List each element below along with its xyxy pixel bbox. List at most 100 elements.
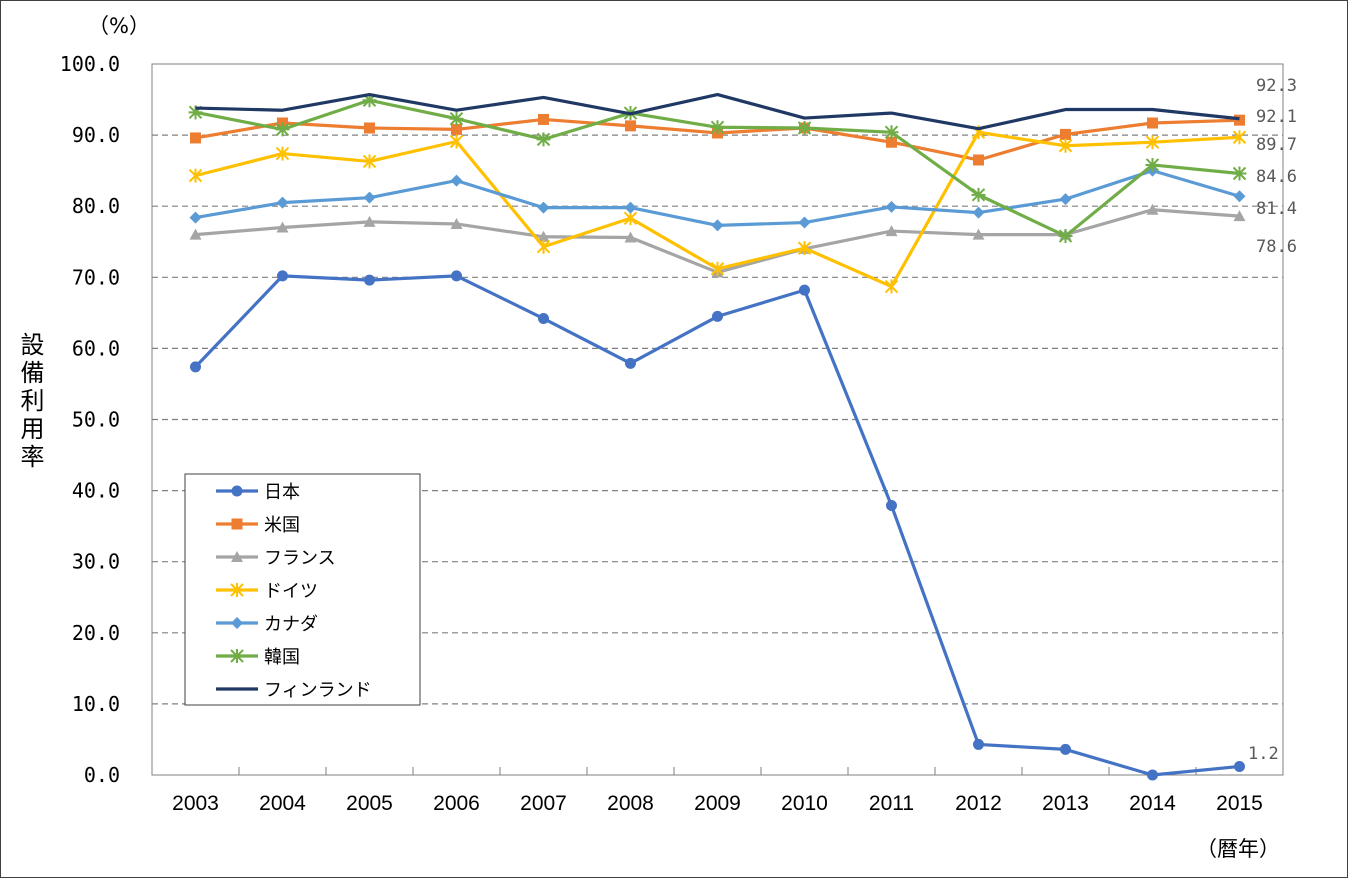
series-5 (189, 164, 1246, 232)
data-point (276, 221, 289, 233)
data-point (364, 122, 375, 134)
data-point (972, 228, 985, 240)
data-point (1232, 166, 1247, 181)
data-point (363, 215, 376, 227)
y-tick-label: 60.0 (72, 336, 120, 360)
x-tick-label: 2008 (607, 792, 654, 815)
data-point (884, 279, 899, 294)
data-point (449, 111, 464, 126)
y-tick-label: 80.0 (72, 194, 120, 218)
legend-marker (231, 518, 243, 530)
legend-label: 日本 (264, 482, 300, 503)
series-7 (195, 92, 1240, 131)
data-point (1234, 760, 1245, 772)
series-group (188, 92, 1247, 781)
data-point (797, 241, 812, 256)
x-axis-ticks: 2003 2004 2005 2006 2007 2008 2009 2010 2011 2012… (172, 792, 1263, 815)
x-tick-label: 2010 (781, 792, 828, 815)
end-labels: 1.2 92.1 78.6 89.7 81.4 84.6 92.3 (1248, 76, 1297, 764)
y-tick-label: 100.0 (60, 52, 120, 76)
legend-item: 日本 (216, 482, 300, 503)
data-point (971, 187, 986, 202)
x-axis (238, 767, 1197, 775)
legend-label: 米国 (264, 515, 300, 536)
data-point (538, 313, 549, 325)
data-point (885, 225, 898, 237)
data-point (189, 228, 202, 240)
y-axis-ticks: 0.0 10.0 20.0 30.0 40.0 50.0 60.0 70.0 80.0 90.0 1… (60, 52, 120, 787)
data-point (1147, 117, 1158, 129)
data-point (1145, 157, 1160, 172)
data-point (625, 357, 636, 369)
y-tick-label: 50.0 (72, 408, 120, 432)
data-point (1058, 138, 1073, 153)
data-point (537, 201, 550, 214)
data-point (1233, 190, 1246, 203)
x-tick-label: 2013 (1042, 792, 1089, 815)
data-point (624, 231, 637, 243)
data-point (1147, 769, 1158, 781)
y-tick-label: 70.0 (72, 265, 120, 289)
data-point (362, 154, 377, 169)
data-point (537, 230, 550, 242)
legend-item: ドイツ (216, 581, 318, 602)
data-label: 84.6 (1256, 167, 1297, 187)
data-point (797, 120, 812, 135)
data-point (1233, 210, 1246, 222)
data-point (885, 200, 898, 213)
data-point (362, 93, 377, 108)
x-tick-label: 2005 (346, 792, 393, 815)
x-tick-label: 2015 (1216, 792, 1263, 815)
legend-marker (231, 485, 243, 497)
y-tick-label: 40.0 (72, 479, 120, 503)
data-label: 89.7 (1256, 135, 1297, 155)
x-tick-label: 2004 (259, 792, 306, 815)
data-label: 92.1 (1256, 107, 1297, 127)
data-point (450, 217, 463, 229)
data-point (710, 261, 725, 276)
legend-item: フィンランド (216, 680, 372, 701)
data-point (1060, 128, 1071, 140)
plot-area-border (151, 63, 1284, 776)
x-tick-label: 2006 (433, 792, 480, 815)
data-point (1145, 135, 1160, 150)
legend-label: フランス (264, 548, 336, 569)
y-tick-label: 0.0 (84, 763, 120, 787)
legend-marker (230, 583, 244, 597)
legend-item: 米国 (216, 515, 300, 536)
legend-label: カナダ (264, 614, 318, 635)
data-point (624, 201, 637, 214)
series-line (195, 169, 1240, 227)
data-point (451, 123, 462, 135)
legend-item: カナダ (216, 614, 318, 635)
data-label: 92.3 (1256, 76, 1297, 96)
data-point (1232, 130, 1247, 145)
data-point (538, 113, 549, 125)
data-point (625, 120, 636, 132)
y-tick-label: 20.0 (72, 621, 120, 645)
legend-marker (231, 551, 243, 562)
legend-marker (230, 649, 244, 663)
data-point (190, 132, 201, 144)
legend-label: ドイツ (264, 581, 318, 602)
legend-item: フランス (216, 548, 336, 569)
data-point (536, 132, 551, 147)
data-point (973, 154, 984, 166)
data-point (798, 216, 811, 229)
data-point (711, 219, 724, 232)
data-point (536, 239, 551, 254)
series-6 (188, 93, 1247, 244)
data-point (1059, 193, 1072, 206)
data-point (1058, 229, 1073, 244)
series-4 (188, 125, 1247, 294)
data-point (884, 125, 899, 140)
data-point (188, 105, 203, 120)
legend-label: フィンランド (264, 680, 372, 701)
data-point (449, 134, 464, 149)
data-point (972, 206, 985, 219)
legend-label: 韓国 (264, 647, 300, 668)
data-label: 78.6 (1256, 237, 1297, 257)
series-line (195, 92, 1240, 131)
